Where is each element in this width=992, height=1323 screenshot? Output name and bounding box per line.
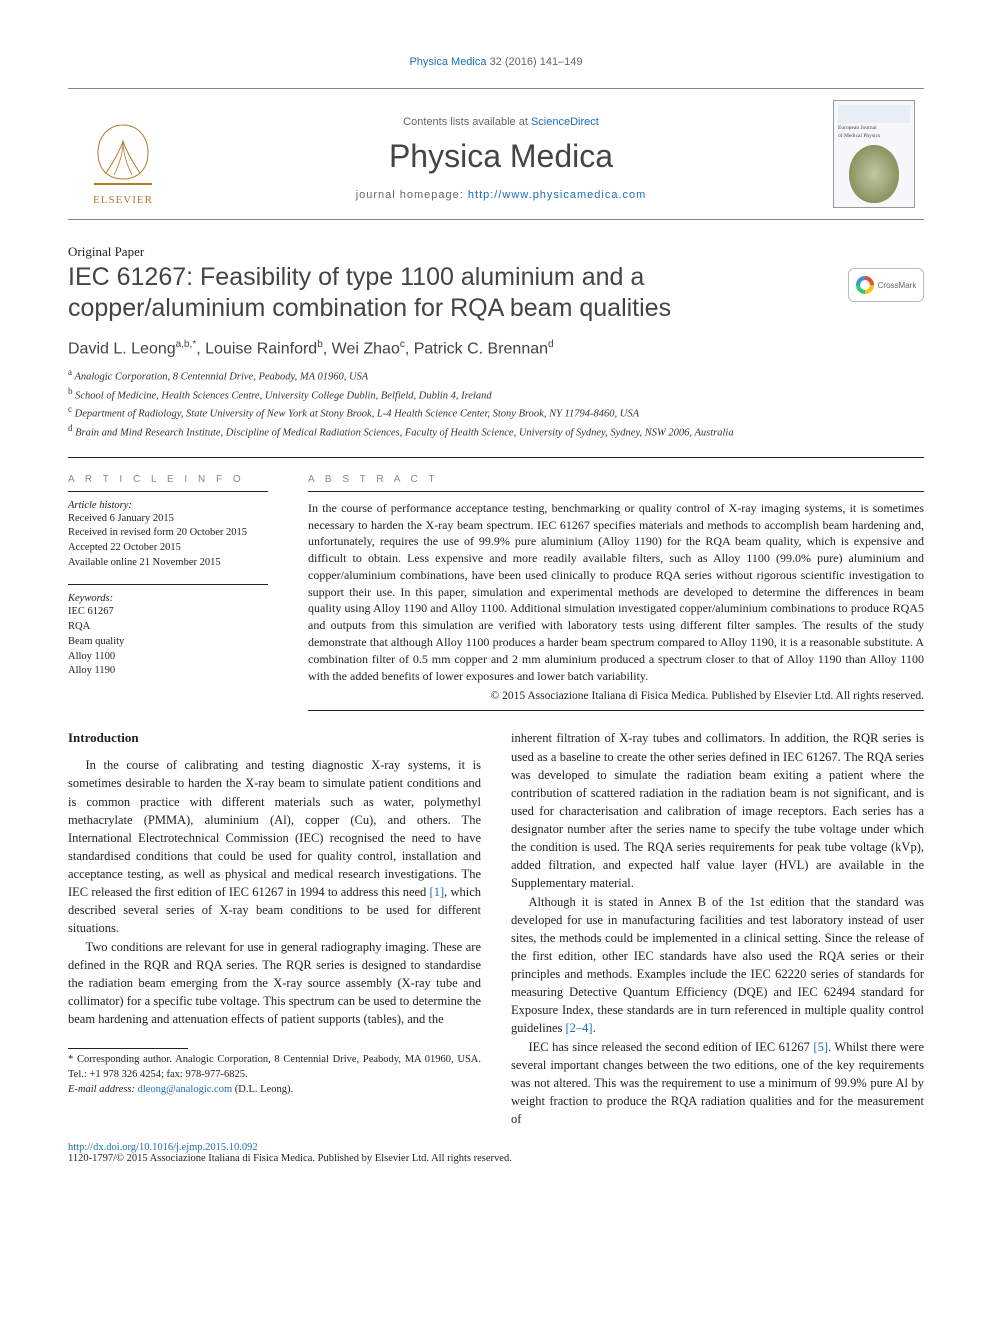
ref-5[interactable]: [5]: [813, 1040, 828, 1054]
title-row: IEC 61267: Feasibility of type 1100 alum…: [68, 262, 924, 325]
affil-a-text: Analogic Corporation, 8 Centennial Drive…: [74, 371, 368, 382]
banner-center: Contents lists available at ScienceDirec…: [178, 108, 824, 201]
intro-p5: IEC has since released the second editio…: [511, 1038, 924, 1129]
intro-p3: inherent filtration of X-ray tubes and c…: [511, 729, 924, 892]
author-3: , Wei Zhao: [323, 340, 400, 357]
intro-p4-text: Although it is stated in Annex B of the …: [511, 895, 924, 1036]
ref-2-4[interactable]: [2–4]: [566, 1021, 593, 1035]
cover-thumb-title-2: of Medical Physics: [838, 133, 910, 139]
corresp-email-link[interactable]: dleong@analogic.com: [138, 1084, 233, 1095]
issn-copyright: 1120-1797/© 2015 Associazione Italiana d…: [68, 1153, 512, 1164]
journal-homepage-link[interactable]: http://www.physicamedica.com: [468, 189, 646, 201]
ref-1[interactable]: [1]: [430, 885, 445, 899]
abstract-heading: A B S T R A C T: [308, 474, 924, 485]
journal-cover-thumbnail: European Journal of Medical Physics: [833, 100, 915, 208]
affil-c-text: Department of Radiology, State Universit…: [75, 409, 639, 420]
homepage-prefix: journal homepage:: [356, 189, 468, 201]
rule-abstract: [308, 491, 924, 492]
running-head: Physica Medica 32 (2016) 141–149: [68, 56, 924, 68]
corresponding-author: * Corresponding author. Analogic Corpora…: [68, 1053, 481, 1097]
body-columns: Introduction In the course of calibratin…: [68, 729, 924, 1128]
kw-3: Beam quality: [68, 635, 268, 650]
sciencedirect-link[interactable]: ScienceDirect: [531, 116, 599, 128]
publisher-logo-slot: ELSEVIER: [68, 89, 178, 219]
rule-below-abstract: [308, 710, 924, 711]
affil-a: a Analogic Corporation, 8 Centennial Dri…: [68, 366, 924, 385]
cover-thumb-title-1: European Journal: [838, 125, 910, 131]
author-list: David L. Leonga,b,*, Louise Rainfordb, W…: [68, 339, 924, 358]
contents-prefix: Contents lists available at: [403, 116, 531, 128]
author-1: David L. Leong: [68, 340, 176, 357]
article-info: A R T I C L E I N F O Article history: R…: [68, 474, 268, 712]
email-label: E-mail address:: [68, 1084, 138, 1095]
affil-d-text: Brain and Mind Research Institute, Disci…: [75, 427, 733, 438]
section-heading-introduction: Introduction: [68, 729, 481, 748]
rule-above-meta: [68, 457, 924, 458]
contents-available-line: Contents lists available at ScienceDirec…: [178, 116, 824, 128]
intro-p5-text: IEC has since released the second editio…: [529, 1040, 814, 1054]
author-2: , Louise Rainford: [196, 340, 317, 357]
affil-c: c Department of Radiology, State Univers…: [68, 403, 924, 422]
abstract-copyright: © 2015 Associazione Italiana di Fisica M…: [308, 690, 924, 702]
history-title: Article history:: [68, 500, 268, 511]
journal-homepage-line: journal homepage: http://www.physicamedi…: [178, 189, 824, 201]
article-info-heading: A R T I C L E I N F O: [68, 474, 268, 485]
kw-5: Alloy 1190: [68, 664, 268, 679]
affil-b-text: School of Medicine, Health Sciences Cent…: [75, 390, 492, 401]
keywords-title: Keywords:: [68, 593, 268, 604]
article-title: IEC 61267: Feasibility of type 1100 alum…: [68, 262, 828, 325]
kw-4: Alloy 1100: [68, 650, 268, 665]
svg-text:ELSEVIER: ELSEVIER: [93, 194, 153, 206]
elsevier-logo: ELSEVIER: [84, 119, 162, 213]
meta-row: A R T I C L E I N F O Article history: R…: [68, 474, 924, 712]
intro-p1: In the course of calibrating and testing…: [68, 756, 481, 937]
page-footer: http://dx.doi.org/10.1016/j.ejmp.2015.10…: [68, 1142, 924, 1164]
rule-info: [68, 491, 268, 492]
intro-p2: Two conditions are relevant for use in g…: [68, 938, 481, 1029]
history-received: Received 6 January 2015: [68, 512, 268, 527]
history-revised: Received in revised form 20 October 2015: [68, 526, 268, 541]
runhead-cite: 32 (2016) 141–149: [490, 56, 583, 68]
crossmark-icon: [856, 276, 874, 294]
page: Physica Medica 32 (2016) 141–149 ELSEVIE…: [0, 0, 992, 1204]
author-4-affil: d: [548, 339, 554, 350]
keywords-block: Keywords: IEC 61267 RQA Beam quality All…: [68, 584, 268, 678]
journal-banner: ELSEVIER Contents lists available at Sci…: [68, 88, 924, 220]
affiliations: a Analogic Corporation, 8 Centennial Dri…: [68, 366, 924, 441]
affil-b: b School of Medicine, Health Sciences Ce…: [68, 385, 924, 404]
history-accepted: Accepted 22 October 2015: [68, 541, 268, 556]
journal-title: Physica Medica: [178, 138, 824, 175]
author-1-affil: a,b,: [176, 339, 193, 350]
intro-p4: Although it is stated in Annex B of the …: [511, 893, 924, 1038]
intro-p4-tail: .: [593, 1021, 596, 1035]
kw-1: IEC 61267: [68, 605, 268, 620]
rule-keywords: [68, 584, 268, 585]
kw-2: RQA: [68, 620, 268, 635]
cover-thumb-header: [838, 105, 910, 123]
corresp-email-tail: (D.L. Leong).: [232, 1084, 293, 1095]
crossmark-label: CrossMark: [878, 281, 917, 290]
affil-d: d Brain and Mind Research Institute, Dis…: [68, 422, 924, 441]
runhead-journal-link[interactable]: Physica Medica: [409, 56, 486, 68]
abstract-text: In the course of performance acceptance …: [308, 500, 924, 685]
history-online: Available online 21 November 2015: [68, 556, 268, 571]
corresp-text: Corresponding author. Analogic Corporati…: [68, 1054, 481, 1080]
abstract-block: A B S T R A C T In the course of perform…: [308, 474, 924, 712]
cover-thumb-image: [849, 145, 899, 203]
intro-p1-text: In the course of calibrating and testing…: [68, 758, 481, 899]
article-type: Original Paper: [68, 244, 924, 260]
author-4: , Patrick C. Brennan: [405, 340, 548, 357]
crossmark-badge[interactable]: CrossMark: [848, 268, 924, 302]
footnote-rule: [68, 1048, 188, 1049]
doi-link[interactable]: http://dx.doi.org/10.1016/j.ejmp.2015.10…: [68, 1142, 258, 1153]
cover-thumb-slot: European Journal of Medical Physics: [824, 100, 924, 208]
